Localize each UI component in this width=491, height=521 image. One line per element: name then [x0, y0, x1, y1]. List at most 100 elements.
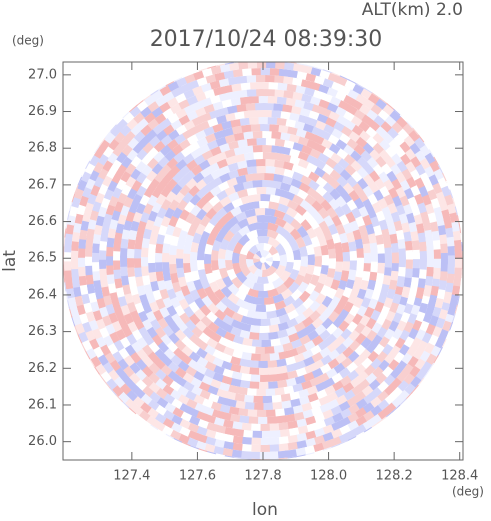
echo-cell	[157, 84, 168, 91]
echo-cell	[384, 215, 395, 228]
echo-cell	[86, 226, 95, 239]
echo-cell	[81, 292, 91, 305]
echo-cell	[280, 146, 292, 156]
echo-cell	[274, 159, 286, 169]
echo-cell	[415, 287, 425, 300]
echo-cell	[401, 286, 411, 299]
echo-cell	[280, 400, 292, 409]
echo-cell	[260, 123, 271, 132]
echo-cell	[233, 132, 246, 142]
echo-cell	[274, 415, 286, 424]
echo-cell	[277, 350, 290, 360]
echo-cell	[145, 218, 155, 231]
echo-cell	[286, 434, 298, 444]
echo-cell	[432, 240, 441, 252]
echo-cell	[301, 93, 314, 104]
echo-cell	[347, 79, 359, 85]
echo-cell	[179, 208, 191, 221]
echo-cell	[141, 236, 151, 249]
echo-cell	[275, 307, 287, 318]
echo-cell	[294, 120, 307, 131]
echo-cell	[349, 260, 357, 272]
echo-cell	[307, 254, 315, 266]
echo-cell	[334, 205, 346, 219]
echo-cell	[345, 278, 355, 290]
echo-cell	[231, 349, 243, 359]
echo-cell	[318, 220, 330, 233]
echo-cell	[212, 100, 225, 111]
echo-cell	[188, 444, 199, 450]
echo-cell	[230, 118, 243, 128]
echo-cell	[95, 213, 106, 227]
echo-cell	[196, 259, 205, 271]
echo-cell	[335, 251, 344, 263]
echo-cell	[197, 268, 207, 280]
echo-cell	[135, 228, 145, 241]
echo-cell	[443, 218, 453, 231]
echo-cell	[123, 311, 134, 325]
echo-cell	[158, 223, 168, 236]
echo-cell	[171, 437, 183, 443]
echo-cell	[210, 176, 224, 188]
echo-cell	[264, 388, 276, 396]
echo-cell	[302, 210, 315, 223]
echo-cell	[255, 102, 266, 111]
echo-cell	[294, 367, 307, 378]
echo-cell	[203, 285, 215, 299]
echo-cell	[268, 324, 280, 333]
echo-cell	[411, 205, 421, 218]
echo-cell	[355, 215, 366, 228]
y-tick-label: 26.2	[28, 361, 57, 376]
echo-cell	[114, 277, 123, 289]
echo-cell	[202, 173, 215, 185]
y-tick-label: 26.5	[28, 251, 57, 266]
echo-cell	[222, 201, 236, 214]
echo-cell	[190, 70, 201, 75]
echo-cell	[410, 231, 419, 243]
echo-cell	[159, 287, 170, 300]
x-unit: (deg)	[452, 485, 484, 499]
echo-cell	[290, 218, 303, 231]
echo-cell	[451, 221, 461, 234]
echo-cell	[431, 276, 441, 289]
echo-cell	[346, 199, 358, 212]
echo-cell	[393, 220, 403, 233]
echo-cell	[226, 215, 240, 228]
echo-cell	[411, 240, 420, 252]
echo-cell	[317, 235, 328, 247]
echo-cell	[370, 252, 379, 263]
echo-cell	[256, 228, 269, 237]
echo-cell	[416, 377, 425, 387]
echo-cell	[215, 136, 228, 147]
echo-cell	[224, 134, 237, 144]
echo-cell	[310, 236, 321, 248]
echo-cell	[294, 418, 308, 428]
echo-cell	[256, 138, 268, 146]
echo-cell	[254, 346, 265, 355]
echo-cell	[335, 261, 343, 273]
echo-cell	[252, 60, 263, 61]
echo-cell	[274, 166, 286, 176]
echo-cell	[253, 253, 261, 260]
echo-cell	[317, 395, 330, 407]
echo-cell	[201, 295, 213, 308]
echo-cell	[329, 295, 341, 309]
echo-cell	[129, 309, 141, 322]
echo-cell	[401, 222, 411, 235]
echo-cell	[460, 233, 463, 244]
echo-cell	[304, 131, 317, 142]
echo-cell	[312, 435, 325, 446]
echo-cell	[69, 200, 74, 211]
echo-cell	[246, 159, 258, 168]
echo-cell	[127, 274, 137, 287]
echo-cell	[269, 430, 281, 438]
echo-cell	[248, 451, 260, 459]
echo-cell	[217, 258, 226, 270]
echo-cell	[220, 360, 233, 371]
echo-cell	[256, 416, 268, 424]
echo-cell	[268, 82, 280, 90]
echo-cell	[225, 155, 238, 166]
echo-cell	[299, 199, 313, 212]
echo-cell	[302, 234, 313, 247]
echo-cell	[256, 165, 267, 174]
